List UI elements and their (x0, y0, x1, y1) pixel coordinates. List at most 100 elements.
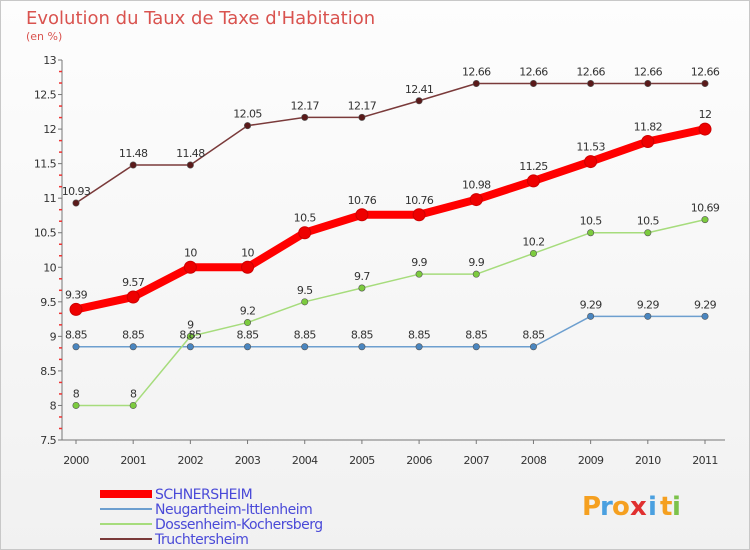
data-point (644, 312, 652, 320)
data-label: 11.53 (576, 141, 605, 154)
data-label: 11.48 (176, 147, 205, 160)
x-tick-label: 2010 (635, 454, 661, 467)
series-line-2 (75, 218, 706, 407)
data-point (244, 122, 252, 130)
x-tick-label: 2011 (692, 454, 718, 467)
data-point (698, 122, 712, 136)
data-point (472, 270, 480, 278)
data-label: 12.66 (462, 65, 491, 78)
data-point (298, 226, 312, 240)
x-tick-label: 2001 (120, 454, 146, 467)
data-point (241, 260, 255, 274)
data-point (415, 343, 423, 351)
data-label: 9.29 (580, 298, 603, 311)
x-tick-label: 2000 (63, 454, 89, 467)
data-label: 10.5 (637, 215, 660, 228)
data-point (701, 312, 709, 320)
data-point (72, 401, 80, 409)
data-point (587, 312, 595, 320)
data-label: 9.29 (694, 298, 717, 311)
data-label: 10.5 (580, 215, 603, 228)
data-point (183, 260, 197, 274)
data-point (644, 79, 652, 87)
data-label: 10.93 (62, 185, 91, 198)
data-point (244, 343, 252, 351)
data-label: 9.9 (468, 256, 484, 269)
data-label: 8 (130, 387, 137, 400)
data-label: 8.85 (351, 329, 374, 342)
logo-letter: i (672, 492, 681, 522)
data-label: 12.41 (405, 83, 434, 96)
data-point (587, 79, 595, 87)
x-tick-label: 2003 (235, 454, 261, 467)
data-point (472, 79, 480, 87)
data-point (301, 113, 309, 121)
data-label: 9.9 (411, 256, 427, 269)
data-point (641, 135, 655, 149)
data-label: 9.39 (65, 288, 88, 301)
legend-label-2: Dossenheim-Kochersberg (155, 517, 323, 533)
proxiti-logo: Pr o x i t i (582, 492, 681, 522)
data-point (587, 229, 595, 237)
data-label: 8 (73, 387, 80, 400)
data-point (186, 343, 194, 351)
chart-title: Evolution du Taux de Taxe d'Habitation (26, 8, 375, 29)
x-tick-label: 2004 (292, 454, 318, 467)
logo-letter: i (648, 492, 657, 522)
data-point (415, 97, 423, 105)
data-label: 8.85 (465, 329, 488, 342)
data-point (301, 298, 309, 306)
data-point (355, 208, 369, 222)
series-line-1 (75, 315, 706, 348)
data-label: 12.66 (634, 65, 663, 78)
data-label: 9.5 (297, 284, 313, 297)
data-label: 10.2 (522, 235, 544, 248)
data-label: 8.85 (122, 329, 145, 342)
data-labels: 8.85 8.85 8.85 8.85 8.85 8.85 8.85 8.85 8.859.29… (62, 65, 721, 400)
data-label: 9 (187, 318, 194, 331)
series-line-3 (75, 82, 706, 204)
data-point (412, 208, 426, 222)
data-point (129, 161, 137, 169)
series-layer (69, 79, 712, 409)
data-label: 8.85 (65, 329, 88, 342)
data-point (301, 343, 309, 351)
y-tick-label: 11 (43, 192, 56, 205)
data-label: 9.29 (637, 298, 660, 311)
y-tick-label: 13 (43, 54, 56, 67)
data-point (472, 343, 480, 351)
data-label: 8.85 (522, 329, 545, 342)
y-tick-label: 12.5 (34, 89, 57, 102)
data-label: 12.66 (576, 65, 605, 78)
x-tick-label: 2005 (349, 454, 375, 467)
series-line-0 (72, 125, 709, 314)
data-label: 8.85 (408, 329, 431, 342)
data-point (584, 155, 598, 169)
y-tick-label: 12 (43, 123, 56, 136)
y-tick-label: 9.5 (40, 296, 56, 309)
data-point (358, 284, 366, 292)
axes: 7.5 8 8.5 9 9.5 10 10.5 11 11.5 12 12.5 13 2000 2001 2… (34, 54, 725, 467)
data-label: 10.76 (405, 194, 434, 207)
logo-letter: P (582, 492, 601, 522)
data-label: 10.76 (348, 194, 377, 207)
data-label: 12.17 (348, 99, 377, 112)
data-label: 9.2 (240, 305, 256, 318)
data-label: 10.98 (462, 179, 491, 192)
y-tick-label: 8.5 (40, 365, 56, 378)
x-tick-label: 2007 (463, 454, 489, 467)
x-tick-label: 2009 (578, 454, 604, 467)
legend-label-0: SCHNERSHEIM (155, 487, 252, 503)
data-label: 10.69 (691, 202, 720, 215)
data-label: 9.57 (122, 276, 145, 289)
data-label: 12 (699, 108, 712, 121)
y-tick-label: 9 (50, 330, 57, 343)
data-label: 12.66 (519, 65, 548, 78)
data-point (72, 199, 80, 207)
x-tick-label: 2006 (406, 454, 432, 467)
data-label: 11.82 (634, 121, 663, 134)
data-label: 12.66 (691, 65, 720, 78)
logo-letter: r (600, 492, 613, 522)
